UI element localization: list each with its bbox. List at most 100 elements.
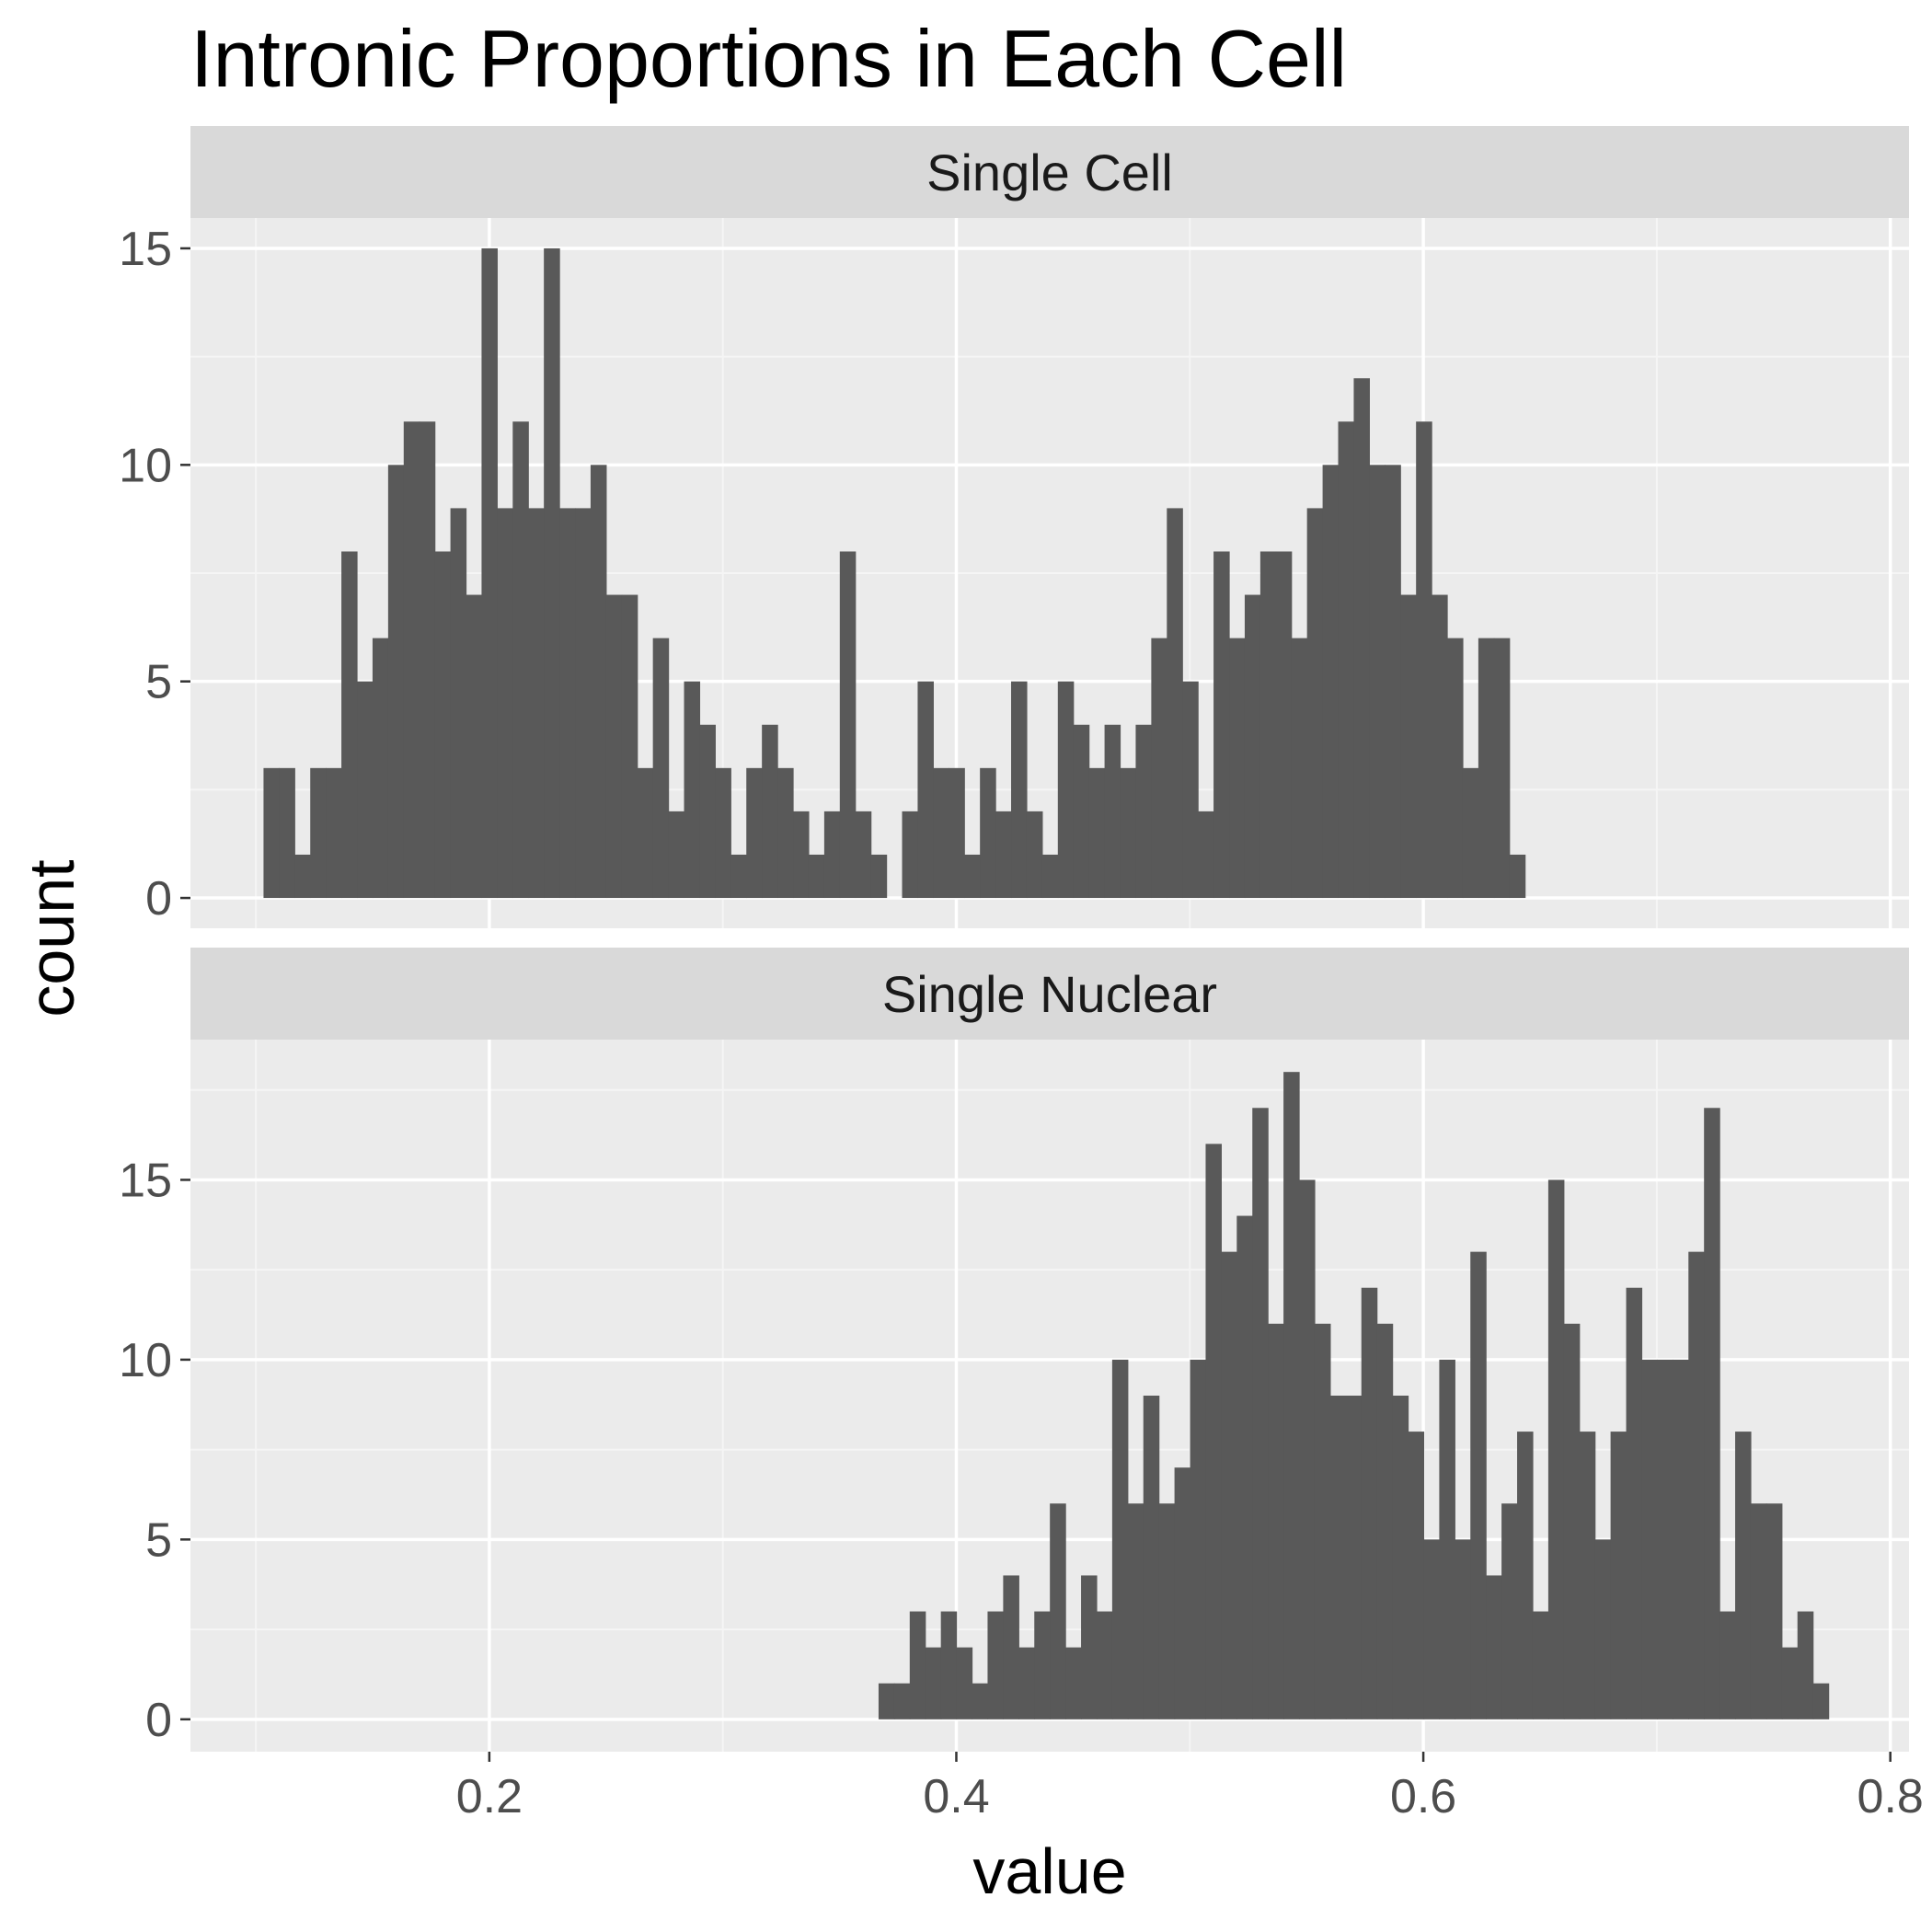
histogram-bar: [450, 508, 467, 899]
histogram-bar: [1462, 767, 1479, 899]
histogram-bar: [933, 767, 949, 899]
histogram-bar: [1050, 1503, 1066, 1719]
histogram-bar: [1369, 465, 1386, 899]
histogram-bar: [1205, 1144, 1222, 1719]
histogram-bar: [1493, 638, 1511, 899]
facet-strip-label: Single Nuclear: [882, 965, 1217, 1023]
histogram-bar: [1322, 465, 1340, 899]
histogram-bar: [1174, 1467, 1191, 1719]
histogram-bar: [839, 551, 857, 899]
x-tick-label: 0.6: [1390, 1770, 1456, 1823]
histogram-bar: [559, 508, 576, 899]
y-tick-label: 10: [119, 1334, 172, 1387]
histogram-bar: [1182, 681, 1199, 899]
histogram-bar: [1065, 1647, 1082, 1719]
histogram-bar: [1143, 1396, 1160, 1719]
y-axis-title: count: [16, 859, 87, 1017]
histogram-bar: [621, 594, 638, 899]
y-tick-label: 15: [119, 1154, 172, 1207]
histogram-bar: [605, 594, 623, 899]
histogram-bar: [1579, 1432, 1596, 1719]
histogram-bar: [684, 681, 701, 899]
histogram-bar: [995, 811, 1012, 899]
histogram-bar: [1291, 638, 1308, 899]
histogram-bar: [964, 854, 981, 899]
y-tick-label: 5: [145, 656, 172, 709]
histogram-bar: [980, 767, 996, 899]
histogram-bars: [878, 1072, 1830, 1719]
histogram-bar: [793, 811, 810, 899]
histogram-bar: [1470, 1251, 1487, 1719]
histogram-bar: [1439, 1359, 1455, 1719]
histogram-bar: [699, 724, 716, 899]
histogram-bar: [372, 638, 389, 899]
histogram-bar: [1259, 551, 1277, 899]
histogram-bar: [1096, 1611, 1113, 1719]
histogram-bar: [902, 811, 919, 899]
histogram-bar: [1268, 1323, 1284, 1719]
histogram-bar: [652, 638, 670, 899]
histogram-bar: [1073, 724, 1090, 899]
y-tick-label: 15: [119, 223, 172, 276]
histogram-bar: [1735, 1432, 1752, 1719]
histogram-bar: [1011, 681, 1028, 899]
y-axis: 0 5 10 15: [119, 1154, 190, 1747]
histogram-bar: [1306, 508, 1324, 899]
histogram-bar: [1236, 1215, 1253, 1719]
histogram-bar: [1221, 1251, 1237, 1719]
histogram-bar: [1135, 724, 1152, 899]
histogram-bar: [925, 1647, 942, 1719]
histogram-bar: [1314, 1323, 1331, 1719]
histogram-bar: [949, 767, 965, 899]
histogram-bar: [512, 421, 529, 899]
histogram-bar: [1547, 1179, 1565, 1719]
histogram-bar: [1127, 1503, 1144, 1719]
histogram-bar: [1275, 551, 1293, 899]
histogram-bar: [972, 1683, 989, 1719]
x-axis: 0.2 0.4 0.6 0.8: [456, 1752, 1924, 1823]
histogram-bar: [279, 767, 295, 899]
histogram-bar: [637, 767, 654, 899]
histogram-bar: [1026, 811, 1043, 899]
histogram-bar: [1812, 1683, 1830, 1719]
histogram-bar: [357, 681, 374, 899]
x-tick-label: 0.8: [1857, 1770, 1924, 1823]
histogram-bar: [987, 1611, 1004, 1719]
histogram-bar: [1423, 1539, 1440, 1719]
histogram-bar: [1229, 638, 1246, 899]
facet-strip-single-nuclear: [190, 948, 1909, 1040]
histogram-bar: [878, 1683, 895, 1719]
facet-single-cell: Single Cell 0 5 10 15: [119, 126, 1909, 928]
histogram-bar: [1244, 594, 1261, 899]
histogram-bar: [1345, 1396, 1363, 1719]
histogram-bar: [823, 811, 841, 899]
histogram-bar: [326, 767, 342, 899]
histogram-bar: [1673, 1359, 1689, 1719]
histogram-bar: [1641, 1359, 1658, 1719]
histogram-bar: [909, 1611, 926, 1719]
histogram-bar: [1018, 1647, 1035, 1719]
histogram-bar: [808, 854, 825, 899]
histogram-bar: [1563, 1323, 1581, 1719]
histogram-bar: [1213, 551, 1230, 899]
histogram-bar: [419, 421, 436, 899]
histogram-bar: [1416, 421, 1432, 899]
histogram-bars: [263, 247, 1526, 899]
y-tick-label: 0: [145, 872, 172, 926]
histogram-bar: [1198, 811, 1214, 899]
histogram-bar: [715, 767, 731, 899]
facet-strip-label: Single Cell: [926, 144, 1173, 201]
histogram-bar: [1688, 1251, 1705, 1719]
histogram-bar: [1657, 1359, 1673, 1719]
histogram-bar: [1478, 638, 1495, 899]
histogram-bar: [497, 508, 513, 899]
y-axis: 0 5 10 15: [119, 223, 190, 926]
histogram-bar: [1517, 1432, 1534, 1719]
histogram-bar: [1283, 1072, 1300, 1719]
histogram-bar: [575, 508, 592, 899]
histogram-bar: [1455, 1539, 1471, 1719]
histogram-bar: [1626, 1287, 1643, 1719]
histogram-bar: [1041, 854, 1059, 899]
histogram-bar: [1501, 1503, 1518, 1719]
